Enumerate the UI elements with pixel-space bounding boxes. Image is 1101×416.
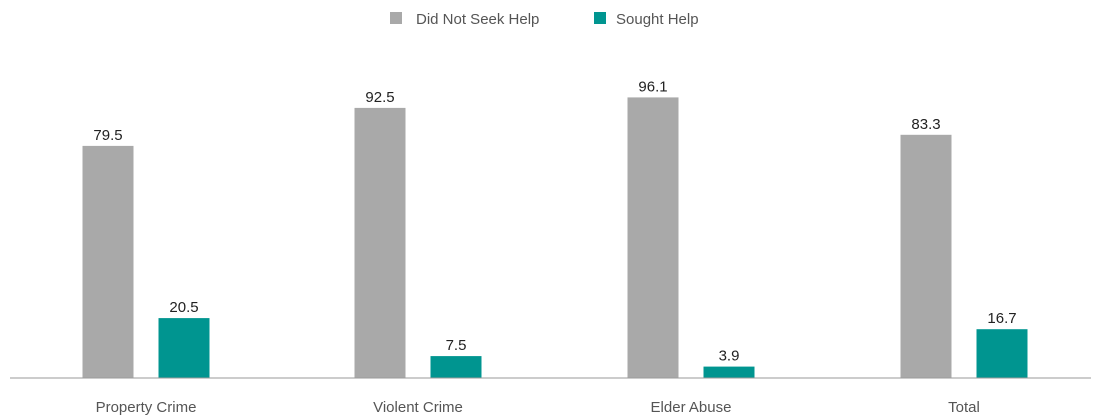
data-label-did-not-seek-help-violent-crime: 92.5 (365, 89, 394, 106)
data-label-sought-help-total: 16.7 (987, 310, 1016, 327)
x-tick-label-violent-crime: Violent Crime (373, 399, 463, 416)
x-tick-label-elder-abuse: Elder Abuse (651, 399, 732, 416)
legend-label-sought-help: Sought Help (616, 11, 699, 28)
legend-swatch-sought-help (594, 12, 606, 24)
data-labels-group: 79.5 20.5 92.5 7.5 96.1 3.9 83.3 16.7 (93, 78, 1016, 364)
x-tick-label-total: Total (948, 399, 980, 416)
bar-did-not-seek-help-total (900, 134, 952, 378)
data-label-sought-help-property-crime: 20.5 (169, 299, 198, 316)
bar-sought-help-violent-crime (430, 356, 482, 378)
legend-label-did-not-seek-help: Did Not Seek Help (416, 11, 539, 28)
x-tick-labels-group: Property Crime Violent Crime Elder Abuse To… (96, 399, 980, 416)
data-label-sought-help-violent-crime: 7.5 (446, 337, 467, 354)
x-tick-label-property-crime: Property Crime (96, 399, 197, 416)
bar-did-not-seek-help-property-crime (82, 145, 134, 378)
data-label-did-not-seek-help-property-crime: 79.5 (93, 127, 122, 144)
legend: Did Not Seek Help Sought Help (390, 11, 699, 28)
bar-did-not-seek-help-violent-crime (354, 107, 406, 379)
legend-swatch-did-not-seek-help (390, 12, 402, 24)
bar-sought-help-property-crime (158, 318, 210, 378)
data-label-sought-help-elder-abuse: 3.9 (719, 348, 740, 365)
data-label-did-not-seek-help-total: 83.3 (911, 116, 940, 133)
bars-group (82, 97, 1028, 379)
data-label-did-not-seek-help-elder-abuse: 96.1 (638, 78, 667, 95)
bar-sought-help-total (976, 329, 1028, 378)
bar-sought-help-elder-abuse (703, 366, 755, 378)
bar-did-not-seek-help-elder-abuse (627, 97, 679, 379)
